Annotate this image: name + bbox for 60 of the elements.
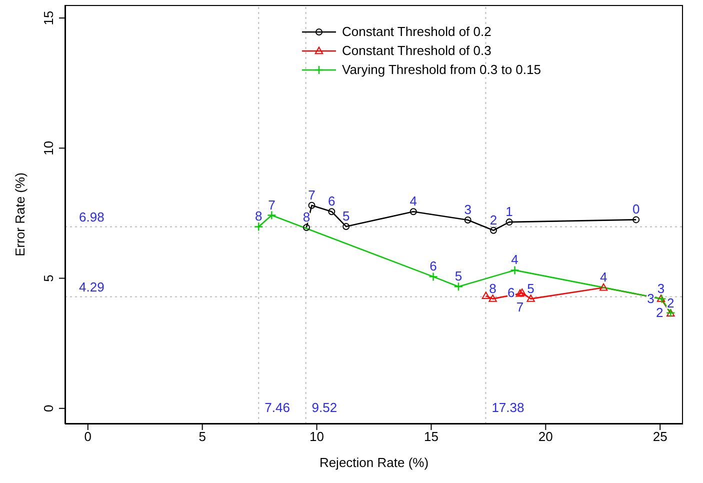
annotation: 8 (255, 208, 262, 224)
ref-line-label: 4.29 (79, 280, 104, 295)
annotation: 7 (516, 300, 524, 315)
point (516, 289, 524, 297)
point (510, 266, 520, 275)
annotation: 2 (667, 295, 674, 310)
point (410, 208, 417, 216)
point (599, 283, 608, 291)
annotation: 5 (342, 208, 350, 224)
point (632, 216, 640, 224)
x-tick-label: 0 (84, 429, 92, 444)
legend-label: Constant Threshold of 0.3 (342, 43, 492, 58)
point (464, 216, 472, 224)
annotation: 5 (454, 268, 462, 284)
ref-line-label: 7.46 (264, 400, 290, 415)
annotation: 4 (410, 194, 417, 209)
legend-label: Constant Threshold of 0.2 (342, 24, 492, 39)
annotation: 6 (430, 258, 437, 274)
annotation: 6 (328, 194, 336, 209)
point (506, 218, 513, 226)
annotation: 2 (490, 212, 498, 228)
point (488, 294, 497, 302)
x-tick-label: 5 (198, 429, 206, 444)
annotation: 7 (308, 187, 316, 202)
annotation: 0 (632, 202, 640, 217)
point (490, 226, 497, 234)
point (308, 202, 316, 209)
x-tick-label: 25 (652, 429, 668, 444)
y-tick-label: 5 (41, 274, 56, 282)
point (526, 294, 535, 302)
annotation: 8 (489, 280, 496, 296)
point (342, 222, 350, 230)
annotation: 1 (506, 204, 513, 220)
annotation: 4 (600, 270, 608, 285)
annotation: 3 (464, 202, 472, 217)
y-tick-label: 0 (41, 404, 56, 412)
point (518, 288, 526, 296)
point (302, 224, 310, 232)
point (267, 210, 276, 220)
ref-line-label: 17.38 (492, 400, 524, 415)
annotation: 7 (268, 197, 276, 212)
x-tick-label: 15 (424, 429, 438, 444)
x-tick-label: 20 (538, 429, 553, 444)
annotation: 2 (656, 304, 664, 320)
ref-line-label: 9.52 (312, 400, 338, 415)
x-tick-label: 10 (310, 429, 324, 444)
point (428, 272, 438, 282)
y-tick-label: 15 (41, 10, 56, 26)
y-axis-title: Error Rate (%) (12, 172, 28, 256)
y-tick-label: 10 (41, 140, 56, 156)
x-axis-title: Rejection Rate (%) (319, 455, 429, 470)
point (254, 222, 264, 232)
annotation: 3 (657, 280, 665, 296)
annotation: 4 (511, 252, 518, 268)
legend-label: Varying Threshold from 0.3 to 0.15 (342, 62, 541, 77)
point (454, 282, 464, 292)
ref-line-label: 6.98 (79, 210, 104, 225)
point (328, 208, 336, 216)
annotation: 5 (527, 280, 534, 296)
point (482, 292, 490, 300)
